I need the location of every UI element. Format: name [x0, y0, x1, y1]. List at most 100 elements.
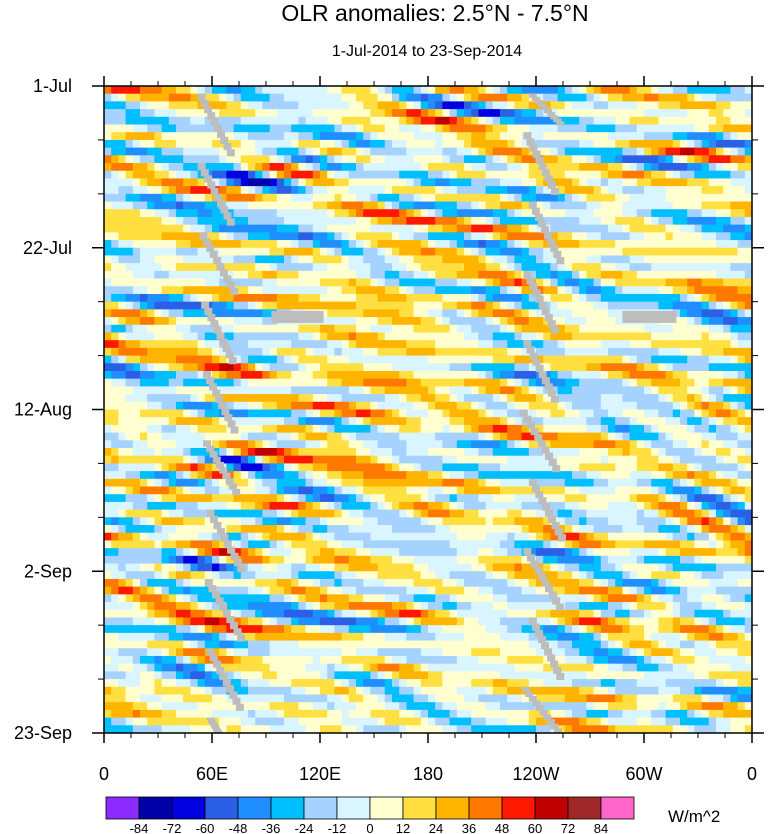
heatmap-cell	[737, 232, 746, 241]
heatmap-cell	[428, 86, 436, 95]
heatmap-cell	[327, 332, 335, 341]
heatmap-cell	[399, 394, 407, 403]
heatmap-cell	[305, 224, 314, 233]
heatmap-cell	[730, 186, 739, 195]
heatmap-cell	[161, 394, 170, 403]
heatmap-cell	[284, 401, 292, 411]
heatmap-cell	[708, 463, 717, 472]
heatmap-cell	[262, 139, 271, 149]
heatmap-cell	[514, 139, 523, 149]
heatmap-cell	[507, 440, 515, 449]
heatmap-cell	[435, 209, 443, 218]
heatmap-cell	[636, 355, 645, 364]
heatmap-cell	[392, 332, 400, 341]
heatmap-cell	[161, 448, 170, 457]
heatmap-cell	[305, 101, 314, 110]
heatmap-cell	[320, 463, 328, 472]
heatmap-cell	[320, 286, 328, 295]
heatmap-cell	[665, 286, 674, 295]
heatmap-cell	[586, 501, 595, 511]
heatmap-cell	[651, 109, 659, 118]
heatmap-cell	[615, 163, 623, 172]
heatmap-cell	[334, 501, 343, 511]
heatmap-cell	[636, 240, 645, 249]
heatmap-cell	[528, 124, 537, 133]
heatmap-cell	[248, 278, 256, 287]
heatmap-cell	[716, 301, 724, 310]
heatmap-cell	[168, 109, 177, 118]
heatmap-cell	[593, 317, 602, 326]
heatmap-cell	[291, 324, 299, 334]
heatmap-cell	[680, 478, 688, 488]
heatmap-cell	[204, 471, 213, 480]
heatmap-cell	[183, 216, 191, 226]
heatmap-cell	[104, 147, 112, 156]
heatmap-cell	[276, 478, 285, 488]
heatmap-cell	[392, 309, 400, 318]
heatmap-cell	[723, 93, 731, 102]
heatmap-cell	[485, 124, 494, 133]
heatmap-cell	[572, 355, 580, 364]
heatmap-cell	[320, 355, 328, 364]
heatmap-cell	[154, 471, 163, 480]
heatmap-cell	[233, 440, 242, 449]
heatmap-cell	[658, 401, 667, 411]
heatmap-cell	[291, 301, 299, 310]
heatmap-cell	[406, 486, 415, 495]
heatmap-cell	[435, 324, 443, 334]
heatmap-cell	[269, 370, 278, 380]
heatmap-cell	[442, 340, 451, 349]
heatmap-cell	[284, 255, 292, 264]
heatmap-cell	[255, 486, 263, 495]
heatmap-cell	[622, 240, 631, 249]
heatmap-cell	[262, 463, 271, 472]
heatmap-cell	[464, 378, 472, 387]
heatmap-cell	[190, 216, 199, 226]
heatmap-cell	[492, 293, 501, 303]
heatmap-cell	[420, 86, 429, 95]
heatmap-cell	[420, 247, 429, 257]
heatmap-cell	[651, 494, 659, 503]
heatmap-cell	[197, 247, 206, 257]
heatmap-cell	[219, 378, 227, 387]
heatmap-cell	[528, 301, 537, 310]
heatmap-cell	[312, 370, 321, 380]
heatmap-cell	[111, 124, 119, 133]
heatmap-cell	[572, 116, 580, 126]
heatmap-cell	[413, 370, 422, 380]
heatmap-cell	[579, 224, 587, 233]
heatmap-cell	[564, 409, 573, 418]
heatmap-cell	[622, 478, 631, 488]
heatmap-cell	[226, 186, 235, 195]
heatmap-cell	[586, 463, 595, 472]
heatmap-cell	[543, 347, 551, 357]
heatmap-cell	[183, 186, 191, 195]
heatmap-cell	[392, 370, 400, 380]
heatmap-cell	[233, 247, 242, 257]
heatmap-cell	[644, 378, 652, 387]
heatmap-cell	[212, 340, 220, 349]
heatmap-cell	[269, 247, 278, 257]
heatmap-cell	[140, 340, 148, 349]
heatmap-cell	[629, 255, 638, 264]
heatmap-cell	[413, 163, 422, 172]
heatmap-field	[104, 86, 752, 733]
heatmap-cell	[399, 378, 407, 387]
heatmap-cell	[420, 309, 429, 318]
heatmap-cell	[154, 340, 163, 349]
heatmap-cell	[276, 186, 285, 195]
heatmap-cell	[197, 86, 206, 95]
heatmap-cell	[269, 178, 278, 187]
heatmap-cell	[586, 278, 595, 287]
heatmap-cell	[708, 170, 717, 180]
heatmap-cell	[233, 370, 242, 380]
heatmap-cell	[572, 232, 580, 241]
heatmap-cell	[420, 240, 429, 249]
heatmap-cell	[672, 155, 681, 164]
heatmap-cell	[564, 440, 573, 449]
heatmap-cell	[672, 340, 681, 349]
heatmap-cell	[615, 486, 623, 495]
heatmap-cell	[579, 170, 587, 180]
heatmap-cell	[176, 216, 184, 226]
heatmap-cell	[298, 132, 307, 141]
